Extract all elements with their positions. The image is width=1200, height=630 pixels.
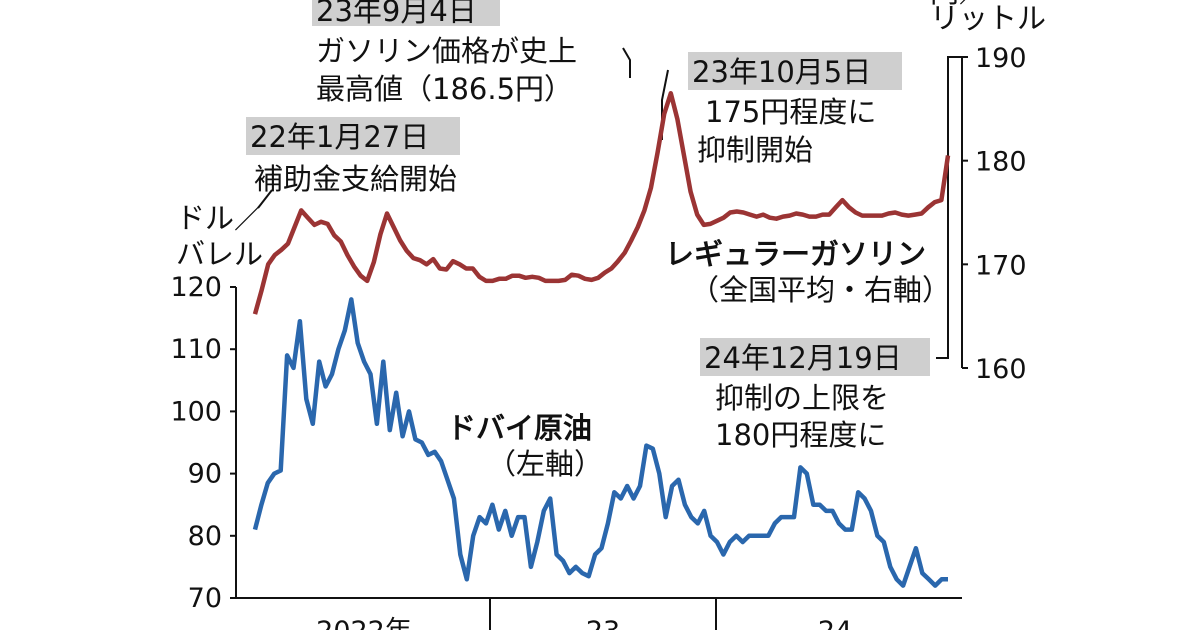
gasoline-series-label: レギュラーガソリン <box>665 237 926 271</box>
right-tick-label: 180 <box>975 147 1027 178</box>
left-tick-label: 100 <box>170 396 222 427</box>
right-axis-ticks: 190 180 170 160 <box>962 43 1027 385</box>
annotation-date-peak: 23年9月4日 <box>316 0 477 28</box>
annotation-text-peak-2: 最高値（186.5円） <box>316 72 573 106</box>
annotation-box-peak <box>312 0 500 26</box>
left-tick-label: 110 <box>170 334 222 365</box>
x-axis-ticks: 2022年 23 24 <box>316 598 852 630</box>
annotation-date-2022: 22年1月27日 <box>250 120 429 154</box>
annotation-leader-peak <box>622 47 631 78</box>
annotation-date-oct: 23年10月5日 <box>692 55 871 89</box>
left-axis-unit-line2: バレル <box>176 237 263 271</box>
right-tick-label: 160 <box>975 354 1027 385</box>
left-tick-label: 70 <box>188 583 222 614</box>
annotation-text-oct-1: 175円程度に <box>705 95 876 129</box>
annotation-text-2022: 補助金支給開始 <box>254 162 457 196</box>
right-tick-label: 170 <box>975 250 1027 281</box>
x-tick-label: 23 <box>586 616 620 630</box>
dubai-crude-line <box>252 297 948 588</box>
annotation-box-oct <box>688 52 902 90</box>
annotation-box-2022 <box>246 117 460 155</box>
x-tick-label: 24 <box>818 616 852 630</box>
left-axis-ticks: 120 110 100 90 80 70 <box>170 272 236 614</box>
right-tick-label: 190 <box>975 43 1027 74</box>
right-axis-unit-line2: リットル <box>930 1 1046 35</box>
left-tick-label: 120 <box>170 272 222 303</box>
gasoline-price-line <box>252 91 951 315</box>
annotation-bracket-dec <box>936 56 962 359</box>
annotation-text-dec-2: 180円程度に <box>715 418 886 452</box>
gasoline-series-sublabel: （全国平均・右軸） <box>690 273 951 307</box>
annotation-text-oct-2: 抑制開始 <box>697 133 813 167</box>
annotation-text-dec-1: 抑制の上限を <box>715 381 889 415</box>
crude-series-label: ドバイ原油 <box>447 411 592 445</box>
left-tick-label: 90 <box>188 459 222 490</box>
crude-series-sublabel: （左軸） <box>487 447 603 481</box>
annotation-date-dec: 24年12月19日 <box>704 341 902 375</box>
annotation-leader-2022 <box>257 189 273 209</box>
x-tick-label: 2022年 <box>316 616 412 630</box>
annotation-box-dec <box>700 338 930 376</box>
annotation-text-peak-1: ガソリン価格が史上 <box>316 34 577 68</box>
left-tick-label: 80 <box>188 521 222 552</box>
left-axis-unit-line1: ドル／ <box>176 201 263 235</box>
right-axis-unit-line1: 円／ <box>930 0 988 9</box>
